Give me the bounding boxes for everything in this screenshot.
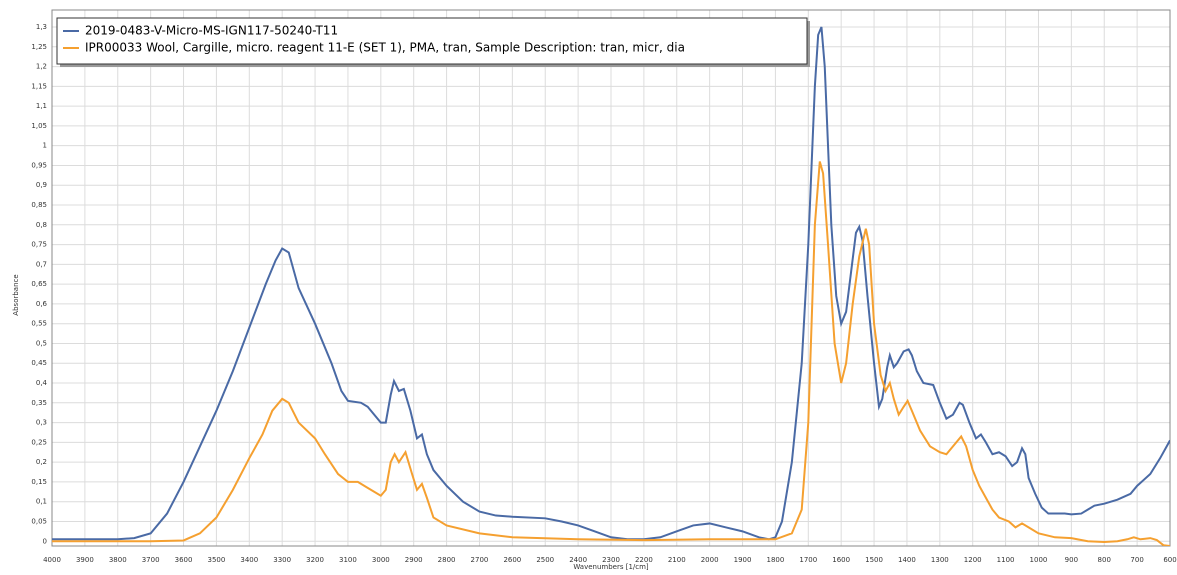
y-tick-label: 0,8 <box>36 221 47 229</box>
legend-label: IPR00033 Wool, Cargille, micro. reagent … <box>85 41 685 55</box>
y-tick-label: 0,25 <box>31 438 47 446</box>
y-tick-label: 0,65 <box>31 280 47 288</box>
y-tick-label: 0,5 <box>36 339 47 347</box>
y-tick-label: 1,3 <box>36 23 47 31</box>
x-tick-label: 2800 <box>438 556 456 564</box>
x-tick-label: 2700 <box>471 556 489 564</box>
y-tick-label: 0,7 <box>36 260 47 268</box>
x-tick-label: 1100 <box>997 556 1015 564</box>
legend-label: 2019-0483-V-Micro-MS-IGN117-50240-T11 <box>85 24 338 38</box>
y-tick-label: 0,35 <box>31 399 47 407</box>
y-tick-label: 0,15 <box>31 478 47 486</box>
x-tick-label: 4000 <box>43 556 61 564</box>
y-tick-label: 0,2 <box>36 458 47 466</box>
x-tick-label: 1600 <box>832 556 850 564</box>
y-tick-label: 0,05 <box>31 517 47 525</box>
y-tick-label: 0,85 <box>31 201 47 209</box>
y-tick-label: 1 <box>43 142 47 150</box>
x-tick-label: 3700 <box>142 556 160 564</box>
y-tick-label: 1,1 <box>36 102 47 110</box>
series-line <box>52 26 1170 541</box>
y-tick-label: 0,55 <box>31 320 47 328</box>
x-tick-label: 3900 <box>76 556 94 564</box>
x-tick-label: 1800 <box>766 556 784 564</box>
x-tick-label: 3300 <box>273 556 291 564</box>
x-tick-label: 3100 <box>339 556 357 564</box>
plot-frame <box>51 9 1171 547</box>
y-tick-label: 0,9 <box>36 181 47 189</box>
y-tick-label: 1,15 <box>31 82 47 90</box>
x-tick-label: 600 <box>1163 556 1176 564</box>
x-tick-label: 3200 <box>306 556 324 564</box>
x-tick-label: 1700 <box>799 556 817 564</box>
y-tick-label: 0,95 <box>31 161 47 169</box>
x-tick-label: 2000 <box>701 556 719 564</box>
y-tick-label: 0,1 <box>36 498 47 506</box>
x-tick-label: 2900 <box>405 556 423 564</box>
y-axis-label: Absorbance <box>12 274 20 315</box>
x-tick-label: 1000 <box>1030 556 1048 564</box>
y-tick-label: 1,2 <box>36 63 47 71</box>
x-tick-label: 900 <box>1065 556 1078 564</box>
x-tick-label: 700 <box>1130 556 1143 564</box>
x-tick-label: 2400 <box>569 556 587 564</box>
x-tick-label: 1900 <box>734 556 752 564</box>
series-line <box>52 161 1170 546</box>
x-tick-label: 1500 <box>865 556 883 564</box>
x-tick-label: 2500 <box>536 556 554 564</box>
x-tick-label: 2600 <box>503 556 521 564</box>
legend-box <box>56 17 808 65</box>
x-axis-label: Wavenumbers [1/cm] <box>573 563 649 571</box>
y-tick-label: 0,45 <box>31 359 47 367</box>
y-tick-label: 0,3 <box>36 419 47 427</box>
x-tick-label: 1200 <box>964 556 982 564</box>
x-tick-label: 2300 <box>602 556 620 564</box>
y-tick-label: 0,75 <box>31 241 47 249</box>
x-tick-label: 3600 <box>175 556 193 564</box>
x-tick-label: 1300 <box>931 556 949 564</box>
y-tick-label: 1,25 <box>31 43 47 51</box>
y-tick-label: 0,6 <box>36 300 48 308</box>
x-tick-label: 3000 <box>372 556 390 564</box>
x-tick-label: 2200 <box>635 556 653 564</box>
x-tick-label: 1400 <box>898 556 916 564</box>
x-tick-label: 3400 <box>240 556 258 564</box>
y-tick-label: 0 <box>43 537 47 545</box>
x-tick-label: 3500 <box>207 556 225 564</box>
x-tick-label: 3800 <box>109 556 127 564</box>
x-tick-label: 800 <box>1098 556 1111 564</box>
x-tick-label: 2100 <box>668 556 686 564</box>
y-tick-label: 1,05 <box>31 122 47 130</box>
y-tick-label: 0,4 <box>36 379 48 387</box>
